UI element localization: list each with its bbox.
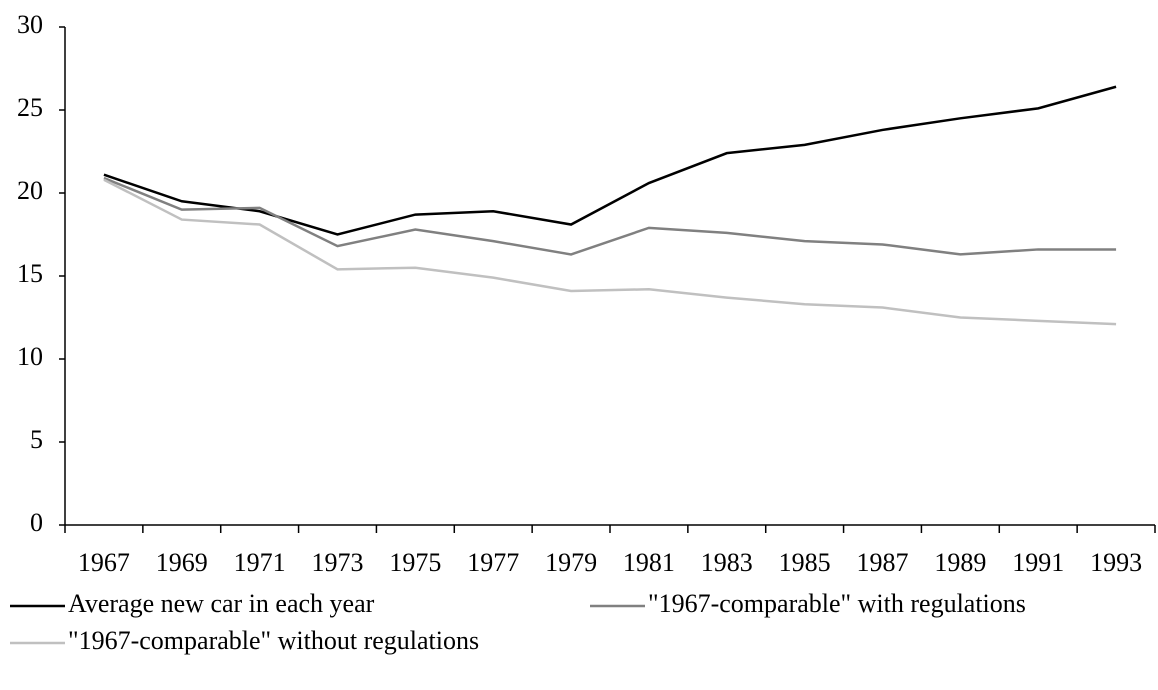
- x-tick-label: 1987: [857, 548, 909, 577]
- x-tick-label: 1971: [234, 548, 286, 577]
- x-tick-label: 1973: [312, 548, 364, 577]
- y-tick-label: 30: [17, 10, 43, 39]
- x-tick-label: 1991: [1012, 548, 1064, 577]
- legend-label: Average new car in each year: [68, 589, 375, 618]
- y-tick-label: 15: [17, 259, 43, 288]
- x-tick-label: 1981: [623, 548, 675, 577]
- x-tick-label: 1979: [545, 548, 597, 577]
- x-tick-label: 1993: [1090, 548, 1142, 577]
- y-tick-label: 20: [17, 176, 43, 205]
- y-tick-label: 0: [30, 508, 43, 537]
- y-tick-label: 5: [30, 425, 43, 454]
- x-tick-label: 1969: [156, 548, 208, 577]
- y-tick-label: 10: [17, 342, 43, 371]
- x-tick-label: 1977: [467, 548, 519, 577]
- x-tick-label: 1989: [934, 548, 986, 577]
- legend-label: "1967-comparable" with regulations: [648, 589, 1026, 618]
- y-tick-label: 25: [17, 93, 43, 122]
- series-line: [103, 178, 1117, 326]
- x-tick-label: 1967: [78, 548, 130, 577]
- x-tick-label: 1975: [389, 548, 441, 577]
- x-tick-label: 1985: [779, 548, 831, 577]
- series-line: [103, 85, 1117, 236]
- series-line: [103, 176, 1117, 256]
- legend-label: "1967-comparable" without regulations: [68, 626, 479, 655]
- x-tick-label: 1983: [701, 548, 753, 577]
